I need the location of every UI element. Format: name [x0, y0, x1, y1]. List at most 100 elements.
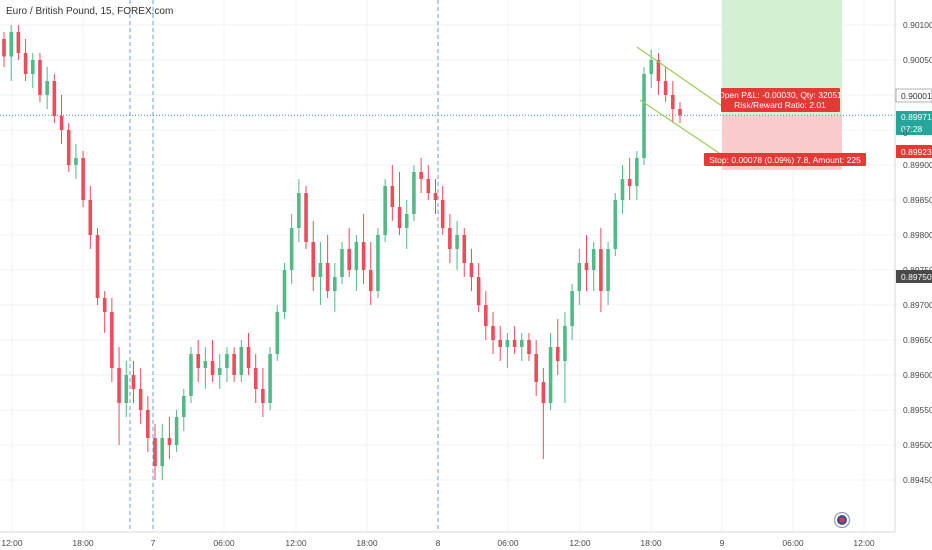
time-tick-label: 9 [720, 538, 725, 548]
candle [620, 165, 625, 214]
candle-body [476, 277, 481, 305]
candle-body [59, 116, 64, 130]
stop-text: Stop: 0.00078 (0.09%) 7.8, Amount: 225 [709, 155, 861, 165]
candle-body [462, 235, 467, 263]
candle [81, 151, 85, 207]
partial-tick-label: 0 [903, 128, 908, 138]
candle-body [678, 109, 682, 116]
candle [519, 333, 524, 361]
candle [146, 396, 150, 452]
current-price-label: 0.89971 [901, 112, 932, 122]
time-axis[interactable]: 12:00 18:00 7 06:00 12:00 18:00 8 06:00 12:00 18:… [1, 538, 875, 548]
candle [102, 291, 107, 333]
countdown-label-bg [896, 123, 932, 135]
candle-body [591, 249, 596, 270]
candle [390, 165, 395, 221]
candle-body [289, 228, 294, 270]
candle [160, 424, 165, 480]
candle-body [620, 179, 625, 200]
candle-body [268, 354, 272, 403]
candle-body [325, 263, 330, 291]
candle [404, 200, 409, 249]
candle [124, 361, 129, 417]
candle [397, 172, 402, 235]
candle [88, 186, 93, 249]
session-lines [129, 0, 439, 532]
stop-price-label-bg [896, 145, 932, 158]
candle [95, 228, 100, 305]
candle-body [210, 361, 215, 375]
price-tick-label: 0.89900 [903, 160, 932, 170]
channel-upper-line [636, 46, 723, 107]
candle [599, 228, 603, 312]
candle [368, 242, 373, 305]
candle [30, 53, 35, 88]
candle [476, 263, 481, 312]
countdown-label: 07:28 [901, 124, 923, 134]
candle [527, 333, 531, 361]
candle-body [66, 130, 71, 165]
rr-text: Risk/Reward Ratio: 2.01 [734, 100, 826, 110]
candle [584, 235, 589, 291]
candle-body [491, 326, 495, 340]
price-tick-label: 0.89800 [903, 230, 932, 240]
candle [9, 25, 13, 81]
time-tick-label: 12:00 [569, 538, 591, 548]
candle [110, 298, 114, 382]
candle-body [484, 305, 488, 326]
candle-body [74, 158, 78, 165]
pnl-text: Open P&L: -0.00030, Qty: 32051 [718, 90, 842, 100]
candle-body [333, 277, 337, 291]
candle [181, 389, 186, 431]
candle-body [426, 179, 431, 193]
candle [275, 305, 280, 361]
candle [246, 333, 251, 375]
time-tick-label: 8 [436, 538, 441, 548]
candle-body [203, 361, 208, 368]
time-tick-label: 18:00 [356, 538, 378, 548]
candle-body [671, 95, 675, 109]
candle-body [390, 186, 395, 207]
time-tick-label: 12:00 [1, 538, 23, 548]
candle-body [584, 263, 589, 270]
candle-body [347, 249, 351, 270]
price-labels: Open P&L: -0.00030, Qty: 32051Risk/Rewar… [704, 88, 932, 283]
candle-body [397, 207, 402, 228]
candle [66, 123, 71, 172]
chart-title: Euro / British Pound, 15, FOREX.com [6, 6, 173, 17]
candle-body [505, 340, 510, 347]
candle-body [181, 396, 186, 417]
candle-body [599, 249, 603, 291]
candle [325, 235, 330, 298]
candle [210, 340, 215, 382]
candle-body [642, 74, 646, 158]
candle-body [311, 242, 316, 277]
replay-icon[interactable] [833, 511, 851, 529]
candle [217, 354, 222, 389]
candle [448, 214, 452, 263]
candle-body [110, 312, 114, 368]
candle [512, 326, 517, 354]
candle [462, 228, 467, 277]
candle-body [196, 354, 200, 368]
candle [289, 214, 294, 284]
candle [577, 249, 582, 305]
candle [570, 284, 574, 340]
candle-body [383, 186, 387, 235]
candle-body [45, 81, 49, 95]
drawings [636, 46, 723, 156]
candle-body [512, 340, 517, 347]
candle-body [102, 298, 107, 312]
candle [440, 186, 445, 235]
candle [268, 347, 272, 410]
candle [627, 158, 632, 200]
candle-body [606, 249, 610, 291]
candle [354, 235, 359, 291]
candle [361, 214, 366, 284]
time-tick-label: 12:00 [853, 538, 875, 548]
candle [232, 347, 236, 382]
candle-body [555, 347, 560, 361]
channel-lower-line [639, 99, 723, 156]
